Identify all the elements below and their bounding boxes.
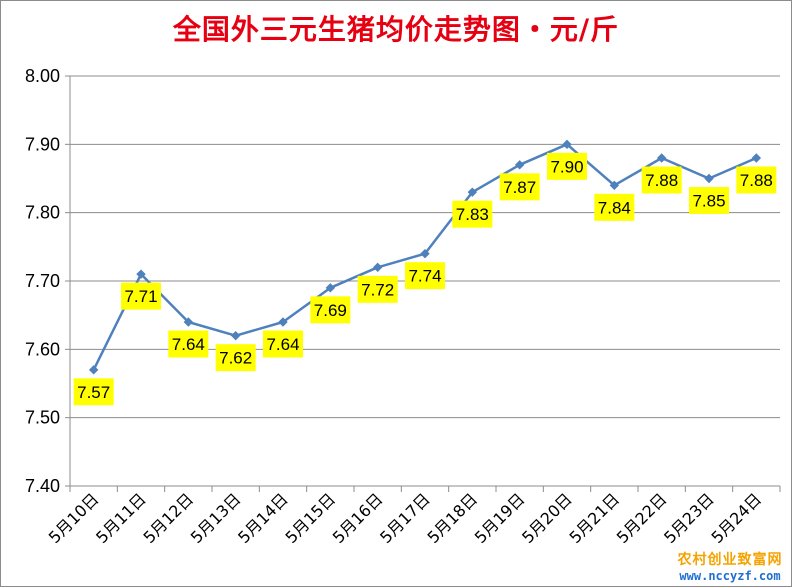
x-tick-label: 5月17日 bbox=[376, 489, 434, 547]
data-point-marker bbox=[467, 187, 478, 197]
gridlines bbox=[70, 75, 780, 487]
data-label: 7.64 bbox=[168, 330, 209, 358]
x-tick-label: 5月20日 bbox=[518, 489, 576, 547]
data-label-text: 7.74 bbox=[408, 267, 441, 286]
x-tick-label: 5月16日 bbox=[329, 489, 387, 547]
data-label: 7.87 bbox=[499, 173, 540, 201]
data-label-text: 7.71 bbox=[124, 287, 157, 306]
data-label-box bbox=[215, 344, 256, 372]
data-label-box bbox=[357, 275, 398, 303]
x-tick-label: 5月10日 bbox=[45, 489, 103, 547]
x-tick-label: 5月21日 bbox=[565, 489, 623, 547]
data-label-box bbox=[452, 200, 493, 228]
y-tick-label: 7.80 bbox=[25, 203, 60, 223]
data-label-text: 7.90 bbox=[550, 157, 583, 176]
x-tick-label: 5月24日 bbox=[707, 489, 765, 547]
data-label-text: 7.88 bbox=[645, 171, 678, 190]
data-point-marker bbox=[325, 283, 336, 293]
data-point-marker bbox=[136, 269, 146, 279]
data-label-box bbox=[405, 262, 445, 290]
y-tick-label: 7.90 bbox=[25, 134, 60, 154]
data-label: 7.72 bbox=[357, 275, 398, 303]
data-label-text: 7.84 bbox=[598, 198, 631, 217]
data-label-text: 7.83 bbox=[456, 205, 489, 224]
data-label: 7.57 bbox=[73, 378, 114, 406]
watermark-name: 农村创业致富网 bbox=[677, 552, 783, 568]
x-tick-label: 5月23日 bbox=[660, 489, 718, 547]
data-label: 7.71 bbox=[121, 282, 161, 310]
y-tick-label: 7.60 bbox=[25, 339, 60, 359]
data-label-text: 7.69 bbox=[314, 301, 347, 320]
data-point-marker bbox=[704, 173, 714, 184]
x-tick-label: 5月15日 bbox=[281, 489, 339, 547]
data-point-marker bbox=[609, 180, 620, 191]
data-point-marker bbox=[751, 153, 762, 163]
data-labels: 7.57 7.71 7.64 7.62 7.64 7.69 7.72 7.74 7.83 7.87… bbox=[73, 152, 777, 406]
x-tick-label: 5月11日 bbox=[92, 489, 150, 547]
x-tick-label: 5月19日 bbox=[471, 489, 529, 547]
data-label-text: 7.87 bbox=[503, 178, 536, 197]
data-point-marker bbox=[562, 139, 572, 150]
data-label-text: 7.85 bbox=[692, 192, 725, 211]
x-tick-labels: 5月10日5月11日5月12日5月13日5月14日5月15日5月16日5月17日… bbox=[45, 489, 765, 547]
data-label-box bbox=[499, 173, 540, 201]
watermark-url: www.nccyzf.com bbox=[679, 569, 781, 583]
data-label: 7.74 bbox=[405, 262, 445, 290]
data-label: 7.64 bbox=[263, 330, 303, 358]
data-point-marker bbox=[656, 153, 667, 163]
x-tick-label: 5月22日 bbox=[613, 489, 671, 547]
data-point-marker bbox=[420, 248, 430, 259]
data-point-marker bbox=[183, 317, 194, 327]
data-label-box bbox=[121, 282, 161, 310]
data-label-box bbox=[689, 187, 729, 214]
x-tick-label: 5月12日 bbox=[139, 489, 197, 547]
data-label-text: 7.72 bbox=[361, 280, 394, 299]
data-label: 7.62 bbox=[215, 344, 256, 372]
data-label-box bbox=[310, 296, 351, 324]
data-label: 7.88 bbox=[736, 166, 777, 194]
data-point-marker bbox=[278, 317, 288, 327]
data-label: 7.83 bbox=[452, 200, 493, 228]
data-point-marker bbox=[88, 365, 99, 375]
data-label: 7.84 bbox=[594, 193, 635, 221]
data-label-box bbox=[641, 166, 682, 194]
data-label-text: 7.88 bbox=[740, 171, 773, 190]
data-label-text: 7.64 bbox=[266, 335, 299, 354]
data-points bbox=[88, 139, 762, 375]
data-label: 7.69 bbox=[310, 296, 351, 324]
y-tick-label: 7.40 bbox=[25, 476, 60, 496]
data-point-marker bbox=[372, 262, 383, 273]
y-tick-label: 7.70 bbox=[25, 271, 60, 291]
axes bbox=[65, 75, 781, 492]
x-tick-label: 5月14日 bbox=[234, 489, 292, 547]
data-label-box bbox=[547, 152, 587, 180]
y-tick-label: 8.00 bbox=[25, 66, 60, 86]
chart-title: 全国外三元生猪均价走势图・元/斤 bbox=[172, 13, 620, 46]
data-label: 7.85 bbox=[689, 187, 729, 214]
data-label-text: 7.57 bbox=[77, 383, 110, 402]
data-label-text: 7.64 bbox=[172, 335, 205, 354]
data-label-box bbox=[263, 330, 303, 358]
y-tick-labels: 7.40 7.50 7.60 7.70 7.80 7.90 8.00 bbox=[25, 66, 60, 496]
data-label-box bbox=[594, 193, 635, 221]
data-label-box bbox=[73, 378, 114, 406]
x-tick-label: 5月13日 bbox=[187, 489, 245, 547]
data-label-box bbox=[736, 166, 777, 194]
data-point-marker bbox=[230, 330, 241, 341]
data-label: 7.88 bbox=[641, 166, 682, 194]
data-label: 7.90 bbox=[547, 152, 587, 180]
y-tick-label: 7.50 bbox=[25, 408, 60, 428]
data-label-text: 7.62 bbox=[219, 349, 252, 368]
data-label-box bbox=[168, 330, 209, 358]
data-point-marker bbox=[514, 160, 525, 170]
watermark: 农村创业致富网 www.nccyzf.com bbox=[674, 549, 786, 583]
x-tick-label: 5月18日 bbox=[423, 489, 481, 547]
